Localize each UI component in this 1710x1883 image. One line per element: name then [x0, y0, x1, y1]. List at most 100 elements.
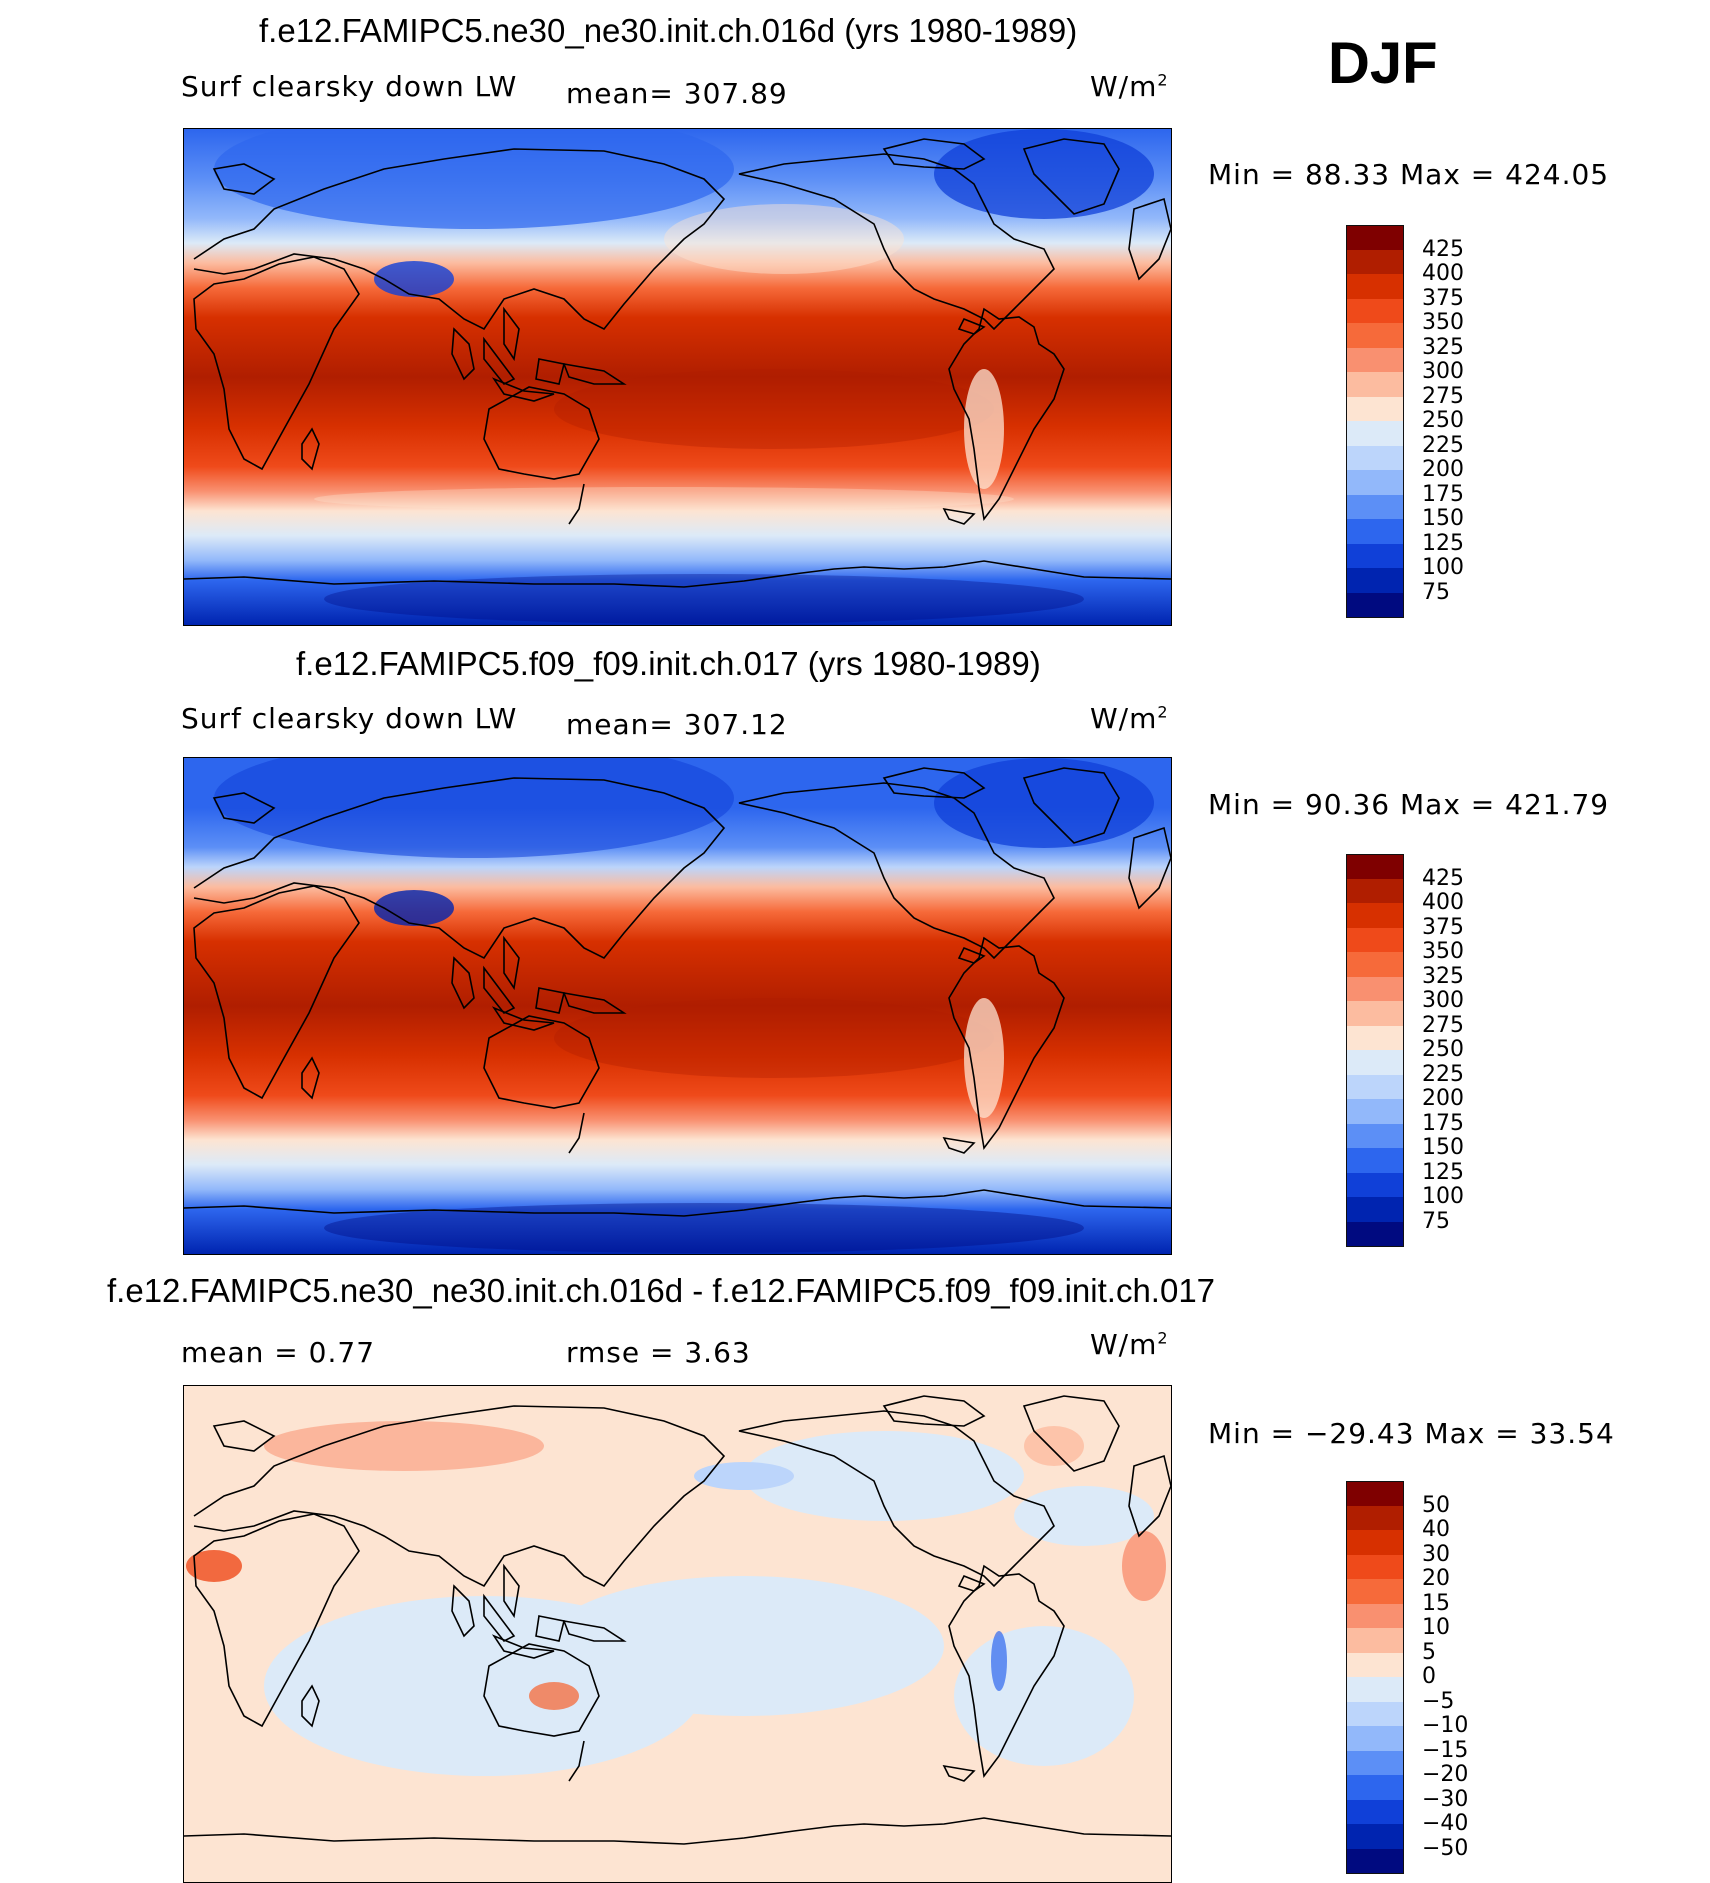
panel-3-units: W/m2: [1090, 1328, 1169, 1361]
panel-1-colorbar-tick-label: 275: [1422, 383, 1464, 409]
panel-1-colorbar-swatch: [1346, 568, 1404, 594]
panel-3-colorbar-swatch: [1346, 1579, 1404, 1605]
panel-3-colorbar-swatch: [1346, 1554, 1404, 1580]
panel-3-colorbar-swatch: [1346, 1824, 1404, 1850]
panel-1-colorbar-tick-label: 325: [1422, 334, 1464, 360]
panel-2-colorbar-tick-label: 175: [1422, 1110, 1464, 1136]
panel-2-colorbar-tick-label: 125: [1422, 1159, 1464, 1185]
panel-1-colorbar-tick-label: 375: [1422, 285, 1464, 311]
panel-1-colorbar-tick-label: 175: [1422, 481, 1464, 507]
panel-3-colorbar-swatch: [1346, 1848, 1404, 1874]
panel-1-colorbar-swatch: [1346, 592, 1404, 618]
panel-1-colorbar-swatch: [1346, 298, 1404, 324]
panel-2-units: W/m2: [1090, 702, 1169, 735]
panel-1-colorbar-tick-label: 250: [1422, 408, 1464, 433]
panel-1-colorbar-tick-label: 125: [1422, 530, 1464, 556]
panel-2-colorbar-swatch: [1346, 927, 1404, 953]
panel-2-colorbar-tick-label: 375: [1422, 914, 1464, 940]
panel-1-colorbar-swatch: [1346, 519, 1404, 545]
panel-2-colorbar-tick-label: 350: [1422, 939, 1464, 964]
panel-2-colorbar-swatch: [1346, 1050, 1404, 1076]
panel-1-colorbar-tick-label: 350: [1422, 310, 1464, 335]
panel-1-colorbar-tick-label: 100: [1422, 555, 1464, 580]
panel-1-minmax: Min = 88.33 Max = 424.05: [1208, 158, 1610, 191]
panel-3-colorbar-tick-label: 40: [1422, 1517, 1450, 1542]
panel-2-minmax: Min = 90.36 Max = 421.79: [1208, 788, 1610, 821]
panel-1-colorbar-tick-label: 400: [1422, 261, 1464, 286]
panel-2-colorbar-swatch: [1346, 1221, 1404, 1247]
panel-3-colorbar-tick-label: −30: [1422, 1786, 1469, 1812]
panel-2-colorbar-swatch: [1346, 952, 1404, 978]
panel-3-colorbar-swatch: [1346, 1652, 1404, 1678]
panel-1-colorbar-tick-label: 75: [1422, 579, 1450, 605]
panel-2-colorbar-swatch: [1346, 854, 1404, 881]
panel-2-colorbar-swatch: [1346, 1148, 1404, 1174]
panel-1-map: [183, 128, 1172, 626]
panel-3-map: [183, 1385, 1172, 1883]
panel-2-colorbar-tick-label: 225: [1422, 1061, 1464, 1087]
panel-1-colorbar-tick-label: 225: [1422, 432, 1464, 458]
panel-3-colorbar-tick-label: −15: [1422, 1737, 1469, 1763]
panel-1-colorbar-tick-label: 425: [1422, 236, 1464, 262]
panel-2-map-svg: [184, 758, 1171, 1254]
panel-3-colorbar-tick-label: 10: [1422, 1615, 1450, 1640]
panel-1-title: f.e12.FAMIPC5.ne30_ne30.init.ch.016d (yr…: [259, 12, 1078, 49]
panel-1-colorbar-swatch: [1346, 347, 1404, 373]
panel-2-colorbar-tick-label: 150: [1422, 1135, 1464, 1160]
panel-1-units: W/m2: [1090, 70, 1169, 103]
panel-2-colorbar-tick-label: 250: [1422, 1037, 1464, 1062]
panel-3-colorbar-swatch: [1346, 1481, 1404, 1508]
panel-2-map: [183, 757, 1172, 1255]
panel-2-colorbar-tick-label: 100: [1422, 1184, 1464, 1209]
panel-2-colorbar-tick-label: 275: [1422, 1012, 1464, 1038]
panel-1-colorbar-swatch: [1346, 543, 1404, 569]
panel-3-colorbar-swatch: [1346, 1701, 1404, 1727]
panel-1-colorbar-swatch: [1346, 396, 1404, 422]
panel-3-colorbar-tick-label: 50: [1422, 1492, 1450, 1518]
panel-3-colorbar-swatch: [1346, 1628, 1404, 1654]
panel-3-colorbar-swatch: [1346, 1603, 1404, 1629]
panel-1-colorbar-swatch: [1346, 445, 1404, 471]
panel-3-colorbar-swatch: [1346, 1726, 1404, 1752]
panel-3-rmse-label: rmse = 3.63: [566, 1336, 751, 1369]
panel-3-colorbar-tick-label: −50: [1422, 1835, 1469, 1861]
panel-3-colorbar-swatch: [1346, 1775, 1404, 1801]
panel-3-colorbar-tick-label: 20: [1422, 1566, 1450, 1591]
panel-3-colorbar-tick-label: −40: [1422, 1811, 1469, 1836]
panel-1-colorbar-swatch: [1346, 225, 1404, 252]
panel-2-colorbar-swatch: [1346, 1025, 1404, 1051]
panel-2-variable-label: Surf clearsky down LW: [181, 702, 518, 735]
panel-2-colorbar-tick-label: 75: [1422, 1208, 1450, 1234]
panel-1-colorbar-tick-label: 300: [1422, 359, 1464, 384]
panel-3-colorbar-tick-label: 15: [1422, 1590, 1450, 1616]
panel-2-colorbar-swatch: [1346, 878, 1404, 904]
panel-1-colorbar-swatch: [1346, 494, 1404, 520]
panel-2-colorbar-swatch: [1346, 1172, 1404, 1198]
panel-1-mean-label: mean= 307.89: [566, 77, 788, 110]
panel-2-colorbar-tick-label: 325: [1422, 963, 1464, 989]
panel-3-colorbar-swatch: [1346, 1799, 1404, 1825]
panel-3-colorbar-tick-label: 5: [1422, 1639, 1436, 1665]
panel-2-title: f.e12.FAMIPC5.f09_f09.init.ch.017 (yrs 1…: [296, 645, 1041, 682]
panel-2-colorbar-swatch: [1346, 1197, 1404, 1223]
panel-3-colorbar-swatch: [1346, 1677, 1404, 1703]
panel-1-colorbar-swatch: [1346, 323, 1404, 349]
panel-3-colorbar-swatch: [1346, 1505, 1404, 1531]
panel-3-minmax: Min = −29.43 Max = 33.54: [1208, 1417, 1615, 1450]
panel-1-variable-label: Surf clearsky down LW: [181, 70, 518, 103]
panel-2-colorbar-swatch: [1346, 976, 1404, 1002]
panel-1-colorbar-tick-label: 150: [1422, 506, 1464, 531]
panel-2-colorbar-swatch: [1346, 1099, 1404, 1125]
panel-3-colorbar-swatch: [1346, 1750, 1404, 1776]
panel-2-colorbar-tick-label: 200: [1422, 1086, 1464, 1111]
panel-2-colorbar-swatch: [1346, 1074, 1404, 1100]
panel-3-colorbar-tick-label: −5: [1422, 1688, 1455, 1714]
panel-3-colorbar-swatch: [1346, 1530, 1404, 1556]
panel-2-colorbar-swatch: [1346, 1001, 1404, 1027]
panel-3-map-svg: [184, 1386, 1171, 1882]
panel-1-colorbar-tick-label: 200: [1422, 457, 1464, 482]
panel-2-colorbar-tick-label: 300: [1422, 988, 1464, 1013]
panel-1-colorbar-swatch: [1346, 372, 1404, 398]
panel-3-colorbar-tick-label: 0: [1422, 1664, 1436, 1689]
panel-2-colorbar-swatch: [1346, 903, 1404, 929]
